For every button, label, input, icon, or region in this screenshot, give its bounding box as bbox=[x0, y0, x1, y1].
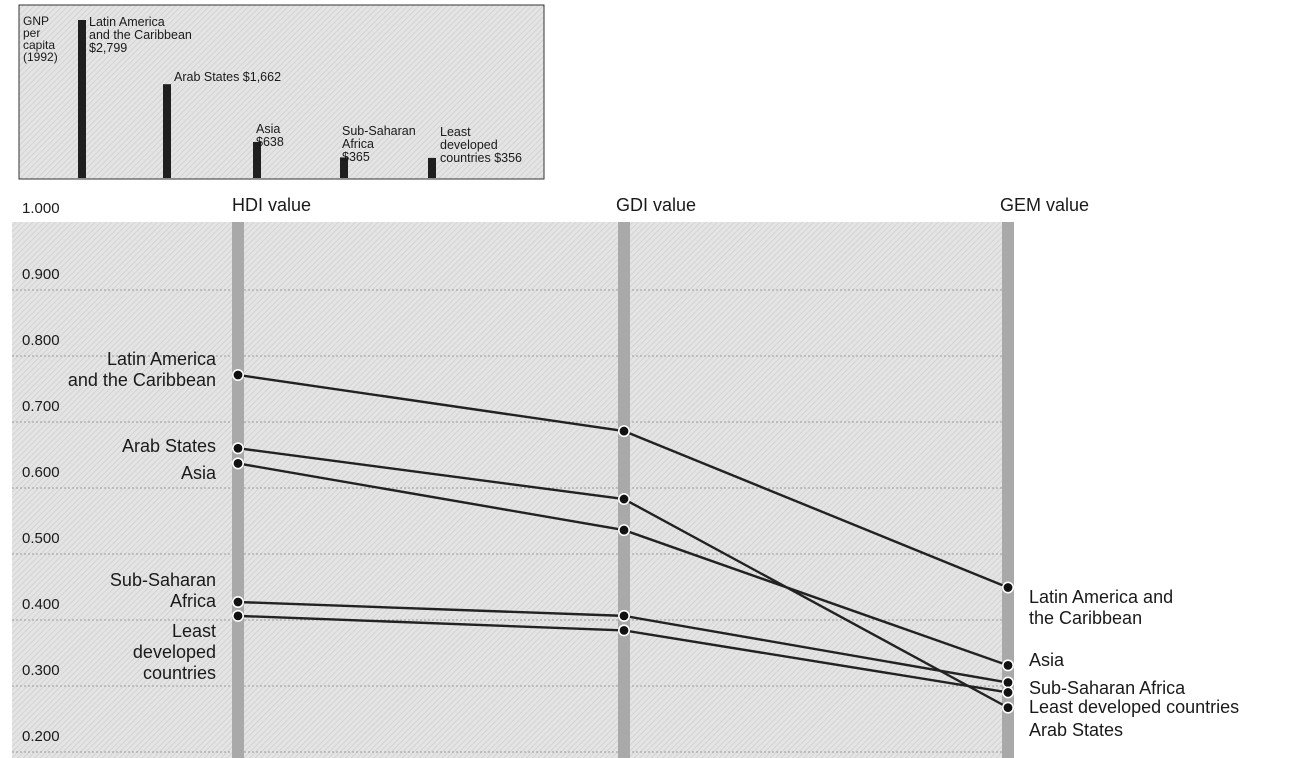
left-region-label: Asia bbox=[181, 463, 217, 483]
index-slope-chart: 1.000 0.900 0.800 0.700 0.600 0.500 0.400 0.300… bbox=[12, 195, 1239, 758]
series-point bbox=[1001, 686, 1014, 699]
y-tick-label: 1.000 bbox=[22, 200, 60, 217]
series-point bbox=[232, 442, 245, 455]
column-header: HDI value bbox=[232, 195, 311, 215]
left-region-label: Least bbox=[172, 621, 216, 641]
left-region-label: and the Caribbean bbox=[68, 370, 216, 390]
series-point bbox=[617, 493, 630, 506]
series-points bbox=[232, 368, 1014, 714]
series-point bbox=[617, 425, 630, 438]
gnp-bar-label: countries $356 bbox=[440, 151, 522, 165]
y-tick-label: 0.200 bbox=[22, 728, 60, 745]
gnp-bar-label: Least bbox=[440, 125, 471, 139]
y-tick-label: 0.300 bbox=[22, 662, 60, 679]
gnp-bar bbox=[340, 157, 348, 178]
index-axis-band bbox=[1002, 222, 1014, 758]
right-region-label: Least developed countries bbox=[1029, 697, 1239, 717]
index-column-headers: HDI value GDI value GEM value bbox=[232, 195, 1089, 215]
series-point bbox=[617, 609, 630, 622]
right-region-label: Latin America and bbox=[1029, 587, 1173, 607]
left-region-label: Latin America bbox=[107, 349, 217, 369]
gnp-bar-label: developed bbox=[440, 138, 498, 152]
y-tick-label: 0.700 bbox=[22, 398, 60, 415]
index-axis-bands bbox=[232, 222, 1014, 758]
gnp-bar-label: Sub-Saharan bbox=[342, 124, 416, 138]
series-point bbox=[617, 624, 630, 637]
y-tick-label: 0.400 bbox=[22, 596, 60, 613]
index-axis-band bbox=[232, 222, 244, 758]
right-region-label: the Caribbean bbox=[1029, 608, 1142, 628]
index-axis-band bbox=[618, 222, 630, 758]
right-region-label: Sub-Saharan Africa bbox=[1029, 678, 1186, 698]
series-point bbox=[232, 609, 245, 622]
gnp-bar-label: Latin America bbox=[89, 15, 165, 29]
gnp-bar bbox=[428, 157, 436, 178]
plot-background bbox=[12, 222, 1014, 758]
inset-title-line: per bbox=[23, 26, 40, 40]
series-point bbox=[1001, 701, 1014, 714]
inset-title-line: capita bbox=[23, 38, 55, 52]
right-region-label: Arab States bbox=[1029, 720, 1123, 740]
y-tick-label: 0.900 bbox=[22, 266, 60, 283]
right-region-label: Asia bbox=[1029, 650, 1065, 670]
y-tick-label: 0.600 bbox=[22, 464, 60, 481]
gnp-bar-label: and the Caribbean bbox=[89, 28, 192, 42]
gnp-bar bbox=[163, 84, 171, 178]
y-tick-label: 0.500 bbox=[22, 530, 60, 547]
y-tick-label: 0.800 bbox=[22, 332, 60, 349]
gnp-bar-label: Asia bbox=[256, 122, 280, 136]
series-point bbox=[232, 368, 245, 381]
gnp-bar-label: $638 bbox=[256, 135, 284, 149]
series-point bbox=[617, 524, 630, 537]
gnp-bar bbox=[78, 20, 86, 178]
gnp-bar-label: $2,799 bbox=[89, 41, 127, 55]
series-point bbox=[232, 457, 245, 470]
left-region-label: developed bbox=[133, 642, 216, 662]
gnp-bar-label: $365 bbox=[342, 150, 370, 164]
y-tick-labels: 1.000 0.900 0.800 0.700 0.600 0.500 0.400 0.300… bbox=[22, 200, 60, 745]
column-header: GDI value bbox=[616, 195, 696, 215]
series-point bbox=[1001, 676, 1014, 689]
left-region-label: countries bbox=[143, 663, 216, 683]
series-point bbox=[1001, 659, 1014, 672]
inset-title-line: (1992) bbox=[23, 50, 58, 64]
left-region-label: Sub-Saharan bbox=[110, 570, 216, 590]
gridlines bbox=[12, 289, 1014, 753]
inset-title-line: GNP bbox=[23, 14, 49, 28]
gnp-bar-label: Africa bbox=[342, 137, 374, 151]
series-point bbox=[232, 596, 245, 609]
series-point bbox=[1001, 581, 1014, 594]
gnp-bar-label: Arab States $1,662 bbox=[174, 70, 281, 84]
gnp-inset-background bbox=[18, 4, 545, 180]
column-header: GEM value bbox=[1000, 195, 1089, 215]
gnp-bar bbox=[253, 141, 261, 178]
left-region-label: Arab States bbox=[122, 436, 216, 456]
left-region-label: Africa bbox=[170, 591, 217, 611]
gnp-bars bbox=[78, 20, 436, 178]
